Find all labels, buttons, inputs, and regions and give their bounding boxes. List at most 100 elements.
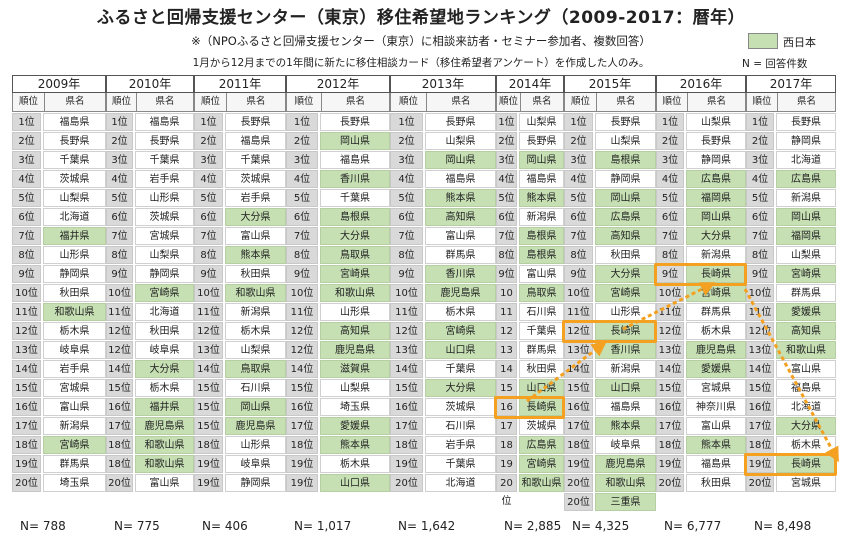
column-header: 順位 県名	[194, 93, 286, 112]
table-row: 5位 山形県	[106, 189, 194, 207]
rank-cell: 1位	[564, 113, 593, 131]
year-column: 2015年 順位 県名 1位 長野県 2位 山梨県 3位 島根県 4位 静岡県 5位 岡山県 6位 広島県 7…	[564, 75, 656, 511]
prefecture-cell: 岐阜県	[43, 341, 106, 359]
response-count: N= 406	[202, 519, 248, 533]
rank-cell: 5位	[12, 189, 41, 207]
rank-cell: 12位	[194, 322, 223, 340]
table-row: 2位 山梨県	[564, 132, 656, 150]
rank-cell: 3位	[496, 151, 517, 169]
prefecture-cell: 鳥取県	[519, 284, 564, 302]
table-row: 16位 神奈川県	[656, 398, 746, 416]
rank-cell: 17位	[106, 417, 133, 435]
rank-cell: 20位	[496, 474, 517, 507]
prefecture-cell: 栃木県	[135, 379, 194, 397]
prefecture-cell: 北海道	[425, 474, 496, 492]
table-row: 12位 栃木県	[656, 322, 746, 340]
rank-cell: 9位	[286, 265, 318, 283]
prefecture-cell: 新潟県	[225, 303, 286, 321]
prefecture-cell: 茨城県	[43, 170, 106, 188]
prefecture-cell: 群馬県	[519, 341, 564, 359]
rank-cell: 15位	[746, 379, 774, 397]
prefecture-cell: 宮崎県	[519, 455, 564, 473]
rank-cell: 14位	[564, 360, 593, 378]
prefecture-cell: 福島県	[425, 170, 496, 188]
rank-cell: 15位	[106, 379, 133, 397]
prefecture-cell: 岐阜県	[595, 436, 656, 454]
table-row: 16位 北海道	[746, 398, 836, 416]
year-header: 2011年	[194, 75, 286, 93]
prefecture-cell: 三重県	[595, 493, 656, 511]
rank-cell: 7位	[656, 227, 684, 245]
highlight-box	[744, 453, 837, 476]
prefecture-cell: 和歌山県	[135, 436, 194, 454]
table-row: 17位 愛媛県	[286, 417, 390, 435]
response-count: N= 775	[114, 519, 160, 533]
rank-cell: 6位	[496, 208, 517, 226]
table-row: 2位 静岡県	[746, 132, 836, 150]
prefecture-cell: 山梨県	[43, 189, 106, 207]
rank-cell: 9位	[194, 265, 223, 283]
year-column: 2011年 順位 県名 1位 長野県 2位 福島県 3位 千葉県 4位 茨城県 5位 岩手県 6位 大分県 7…	[194, 75, 286, 492]
rank-cell: 5位	[746, 189, 774, 207]
table-row: 12位 岐阜県	[106, 341, 194, 359]
rank-cell: 7位	[194, 227, 223, 245]
table-row: 5位 熊本県	[390, 189, 496, 207]
table-row: 14位 滋賀県	[286, 360, 390, 378]
rank-cell: 20位	[390, 474, 423, 492]
rank-cell: 15位	[194, 417, 223, 435]
prefecture-cell: 群馬県	[43, 455, 106, 473]
pref-header: 県名	[246, 96, 266, 107]
table-row: 18位 和歌山県	[106, 455, 194, 473]
prefecture-cell: 富山県	[776, 360, 836, 378]
prefecture-cell: 福井県	[135, 398, 194, 416]
rank-cell: 16位	[106, 398, 133, 416]
prefecture-cell: 富山県	[425, 227, 496, 245]
rank-cell: 2位	[564, 132, 593, 150]
rank-cell: 20位	[106, 474, 133, 492]
table-row: 17位 石川県	[390, 417, 496, 435]
table-row: 2位 岡山県	[286, 132, 390, 150]
prefecture-cell: 福岡県	[776, 227, 836, 245]
prefecture-cell: 富山県	[43, 398, 106, 416]
table-row: 20位 埼玉県	[12, 474, 106, 492]
year-header: 2013年	[390, 75, 496, 93]
highlight-box	[654, 263, 747, 286]
table-row: 15位 岡山県	[194, 398, 286, 416]
table-row: 6位 広島県	[564, 208, 656, 226]
rank-cell: 13位	[656, 341, 684, 359]
table-row: 8位 鳥取県	[286, 246, 390, 264]
rank-header: 順位	[391, 93, 427, 111]
n-note: N = 回答件数	[742, 58, 808, 70]
table-row: 4位 広島県	[656, 170, 746, 188]
subtitle-2: 1月から12月までの1年間に新たに移住相談カード（移住希望者アンケート）を作成し…	[192, 57, 650, 69]
prefecture-cell: 鹿児島県	[686, 341, 746, 359]
rank-cell: 2位	[390, 132, 423, 150]
rank-cell: 16位	[746, 398, 774, 416]
table-row: 8位 熊本県	[194, 246, 286, 264]
table-row: 2位 長野県	[496, 132, 564, 150]
table-row: 6位 岡山県	[746, 208, 836, 226]
table-row: 7位 富山県	[194, 227, 286, 245]
table-row: 4位 香川県	[286, 170, 390, 188]
prefecture-cell: 山梨県	[519, 113, 564, 131]
rank-cell: 11位	[106, 303, 133, 321]
table-row: 7位 宮城県	[106, 227, 194, 245]
table-row: 10位 鹿児島県	[390, 284, 496, 302]
table-row: 7位 大分県	[656, 227, 746, 245]
arrow-2014-2015	[526, 341, 607, 403]
table-row: 16位 福島県	[564, 398, 656, 416]
prefecture-cell: 栃木県	[320, 455, 390, 473]
prefecture-cell: 岡山県	[225, 398, 286, 416]
table-row: 10位鳥取県	[496, 284, 564, 317]
table-row: 6位 北海道	[12, 208, 106, 226]
table-row: 10位 和歌山県	[286, 284, 390, 302]
prefecture-cell: 富山県	[225, 227, 286, 245]
prefecture-cell: 山梨県	[320, 379, 390, 397]
table-row: 17位 富山県	[656, 417, 746, 435]
table-row: 7位 島根県	[496, 227, 564, 245]
table-row: 16位 富山県	[12, 398, 106, 416]
rank-header: 順位	[565, 93, 597, 111]
table-row: 11位 栃木県	[390, 303, 496, 321]
prefecture-cell: 福島県	[225, 132, 286, 150]
rank-cell: 17位	[564, 417, 593, 435]
